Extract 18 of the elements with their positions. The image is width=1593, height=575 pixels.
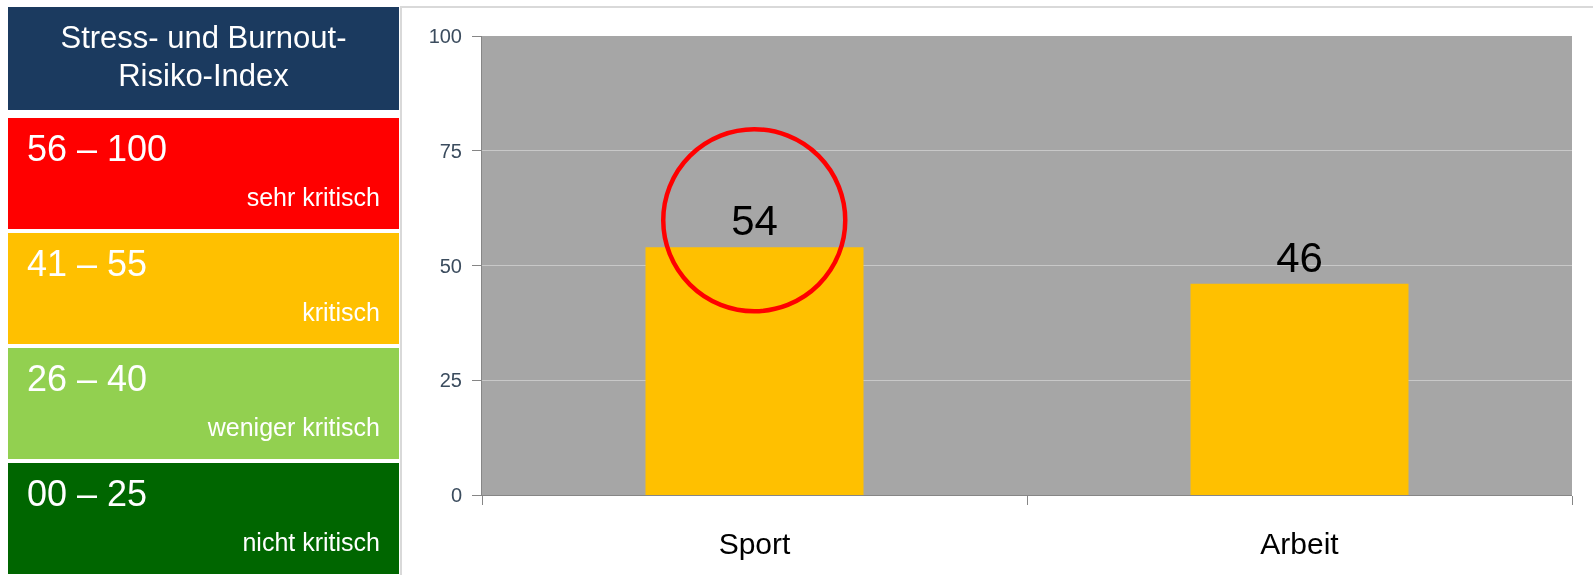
y-tick-label: 50	[439, 254, 462, 277]
category-label: 41 – 55	[27, 243, 148, 285]
y-tick-label: 0	[450, 484, 462, 506]
category-label: 00 – 25	[27, 473, 148, 515]
x-tick-label: Arbeit	[1260, 527, 1340, 560]
text: kritisch	[302, 298, 380, 326]
data-label: 46	[1276, 233, 1323, 281]
y-tick-label: 25	[439, 369, 462, 392]
text: Stress- und Burnout-Risiko-Index	[8, 7, 399, 110]
category-label: 56 – 100	[27, 128, 168, 170]
x-tick-label: Sport	[718, 527, 792, 560]
text: nicht kritisch	[242, 528, 380, 556]
category-label: 26 – 40	[27, 358, 148, 400]
y-tick-label: 75	[439, 139, 462, 162]
data-label: 54	[731, 197, 778, 245]
text: sehr kritisch	[246, 183, 380, 211]
y-tick-label: 100	[428, 25, 462, 47]
text: weniger kritisch	[207, 413, 380, 441]
